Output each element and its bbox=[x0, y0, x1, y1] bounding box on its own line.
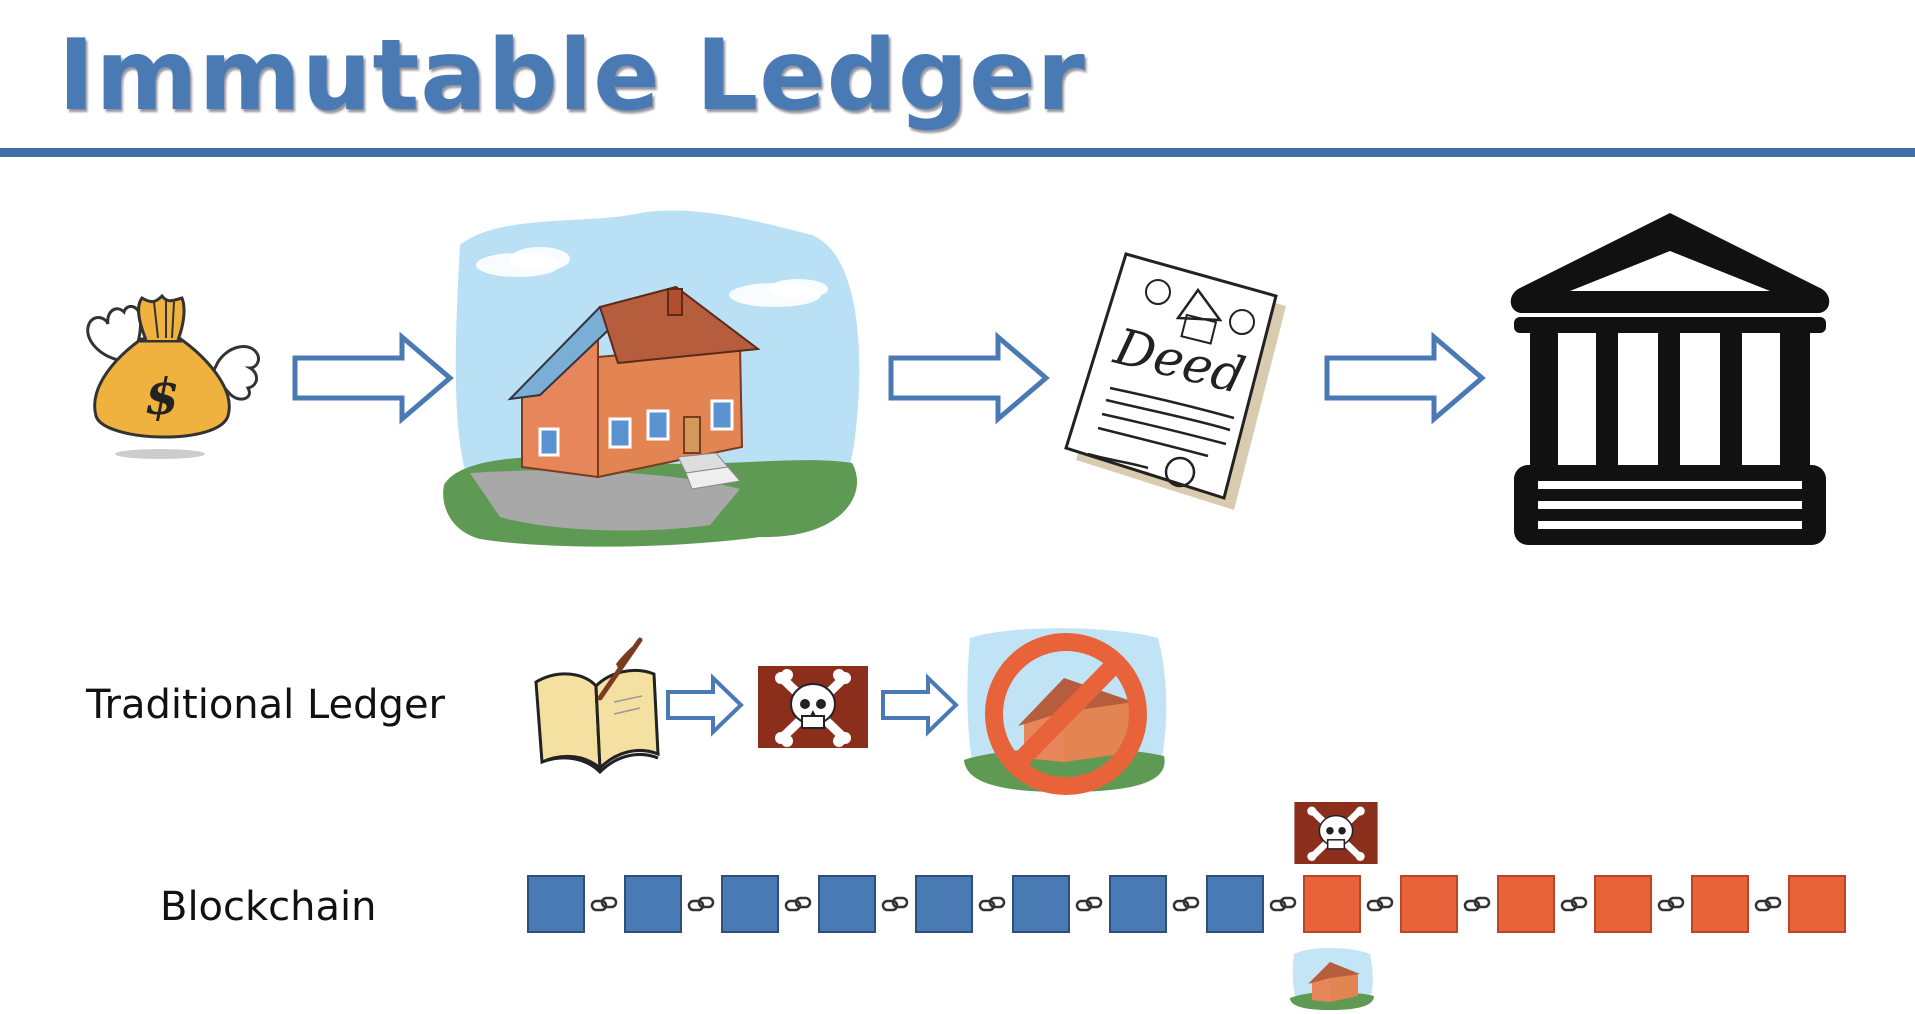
house-icon bbox=[443, 210, 860, 547]
bank-icon bbox=[1510, 213, 1830, 545]
page-title: Immutable Ledger bbox=[58, 19, 1086, 133]
chain-link-icon bbox=[1366, 896, 1394, 912]
chain-link-icon bbox=[881, 896, 909, 912]
arrow-right-icon bbox=[292, 331, 454, 425]
chain-link-icon bbox=[784, 896, 812, 912]
block-intact bbox=[915, 875, 973, 933]
block-intact bbox=[818, 875, 876, 933]
chain-link-icon bbox=[1754, 896, 1782, 912]
arrow-right-icon bbox=[1324, 331, 1486, 425]
house-prohibited-icon bbox=[964, 628, 1167, 795]
chain-link-icon bbox=[1560, 896, 1588, 912]
deed-icon: Deed bbox=[1064, 252, 1286, 510]
blockchain-chain bbox=[527, 875, 1846, 933]
block-tampered bbox=[1788, 875, 1846, 933]
chain-link-icon bbox=[1269, 896, 1297, 912]
arrow-right-icon bbox=[666, 673, 744, 737]
block-tampered bbox=[1303, 875, 1361, 933]
block-intact bbox=[527, 875, 585, 933]
book-quill-icon bbox=[534, 637, 660, 775]
block-intact bbox=[1206, 875, 1264, 933]
block-tampered bbox=[1691, 875, 1749, 933]
block-tampered bbox=[1400, 875, 1458, 933]
block-tampered bbox=[1594, 875, 1652, 933]
blockchain-label: Blockchain bbox=[160, 884, 377, 930]
traditional-ledger-label: Traditional Ledger bbox=[86, 682, 446, 728]
dollar-sign: $ bbox=[145, 367, 180, 426]
block-tampered bbox=[1497, 875, 1555, 933]
money-bag-icon: $ bbox=[86, 293, 260, 459]
skull-crossbones-icon bbox=[758, 666, 868, 748]
block-intact bbox=[1109, 875, 1167, 933]
chain-link-icon bbox=[1657, 896, 1685, 912]
chain-link-icon bbox=[978, 896, 1006, 912]
block-intact bbox=[624, 875, 682, 933]
chain-link-icon bbox=[1463, 896, 1491, 912]
chain-link-icon bbox=[1075, 896, 1103, 912]
chain-link-icon bbox=[687, 896, 715, 912]
title-divider bbox=[0, 148, 1915, 157]
chain-link-icon bbox=[1172, 896, 1200, 912]
house-icon bbox=[1290, 948, 1374, 1010]
block-intact bbox=[1012, 875, 1070, 933]
block-intact bbox=[721, 875, 779, 933]
arrow-right-icon bbox=[881, 673, 959, 737]
chain-link-icon bbox=[590, 896, 618, 912]
skull-crossbones-icon bbox=[1294, 802, 1378, 864]
arrow-right-icon bbox=[888, 331, 1050, 425]
